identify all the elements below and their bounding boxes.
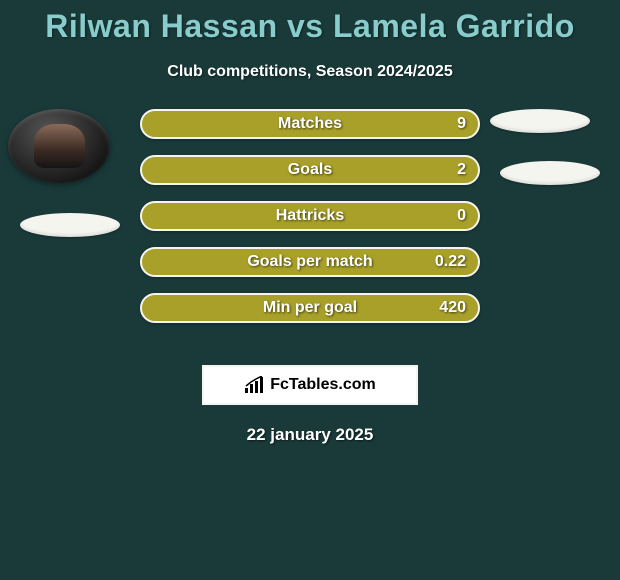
stat-label: Min per goal bbox=[142, 299, 478, 317]
snapshot-date: 22 january 2025 bbox=[0, 425, 620, 445]
stat-row-min-per-goal: Min per goal 420 bbox=[140, 293, 480, 323]
stat-label: Hattricks bbox=[142, 207, 478, 225]
comparison-subtitle: Club competitions, Season 2024/2025 bbox=[0, 63, 620, 81]
brand-watermark: FcTables.com bbox=[202, 365, 418, 405]
comparison-title: Rilwan Hassan vs Lamela Garrido bbox=[0, 0, 620, 45]
stat-value: 0 bbox=[457, 207, 466, 225]
brand-text: FcTables.com bbox=[270, 376, 376, 394]
stat-value: 9 bbox=[457, 115, 466, 133]
stat-row-goals-per-match: Goals per match 0.22 bbox=[140, 247, 480, 277]
player-left-label-pill bbox=[20, 213, 120, 237]
comparison-content: Matches 9 Goals 2 Hattricks 0 Goals per … bbox=[0, 109, 620, 349]
stat-row-goals: Goals 2 bbox=[140, 155, 480, 185]
stat-label: Matches bbox=[142, 115, 478, 133]
stat-bars: Matches 9 Goals 2 Hattricks 0 Goals per … bbox=[140, 109, 480, 339]
stat-value: 2 bbox=[457, 161, 466, 179]
chart-icon bbox=[244, 376, 266, 394]
player-left-avatar bbox=[8, 109, 110, 183]
stat-row-matches: Matches 9 bbox=[140, 109, 480, 139]
stat-label: Goals per match bbox=[142, 253, 478, 271]
player-right-label-pill-2 bbox=[500, 161, 600, 185]
stat-label: Goals bbox=[142, 161, 478, 179]
player-right-label-pill-1 bbox=[490, 109, 590, 133]
stat-row-hattricks: Hattricks 0 bbox=[140, 201, 480, 231]
stat-value: 0.22 bbox=[435, 253, 466, 271]
stat-value: 420 bbox=[439, 299, 466, 317]
